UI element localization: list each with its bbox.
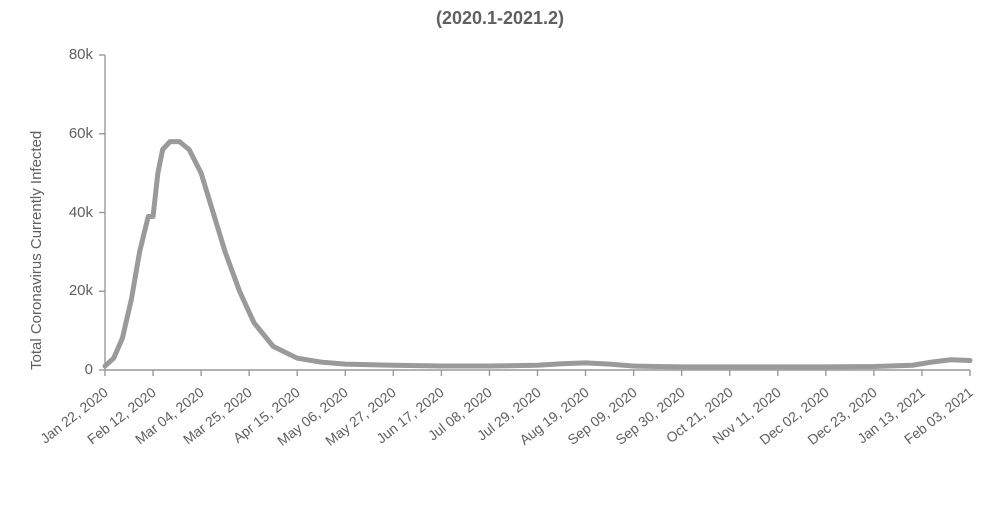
y-tick-label: 80k [49, 46, 93, 63]
chart-title: (2020.1-2021.2) [0, 8, 1000, 29]
y-axis-label: Total Coronavirus Currently Infected [28, 131, 45, 370]
plot-area [105, 55, 970, 370]
y-tick-label: 40k [49, 204, 93, 221]
y-tick-label: 60k [49, 125, 93, 142]
y-tick-label: 20k [49, 282, 93, 299]
y-tick-label: 0 [49, 361, 93, 378]
line-chart: (2020.1-2021.2) Total Coronavirus Curren… [0, 0, 1000, 526]
